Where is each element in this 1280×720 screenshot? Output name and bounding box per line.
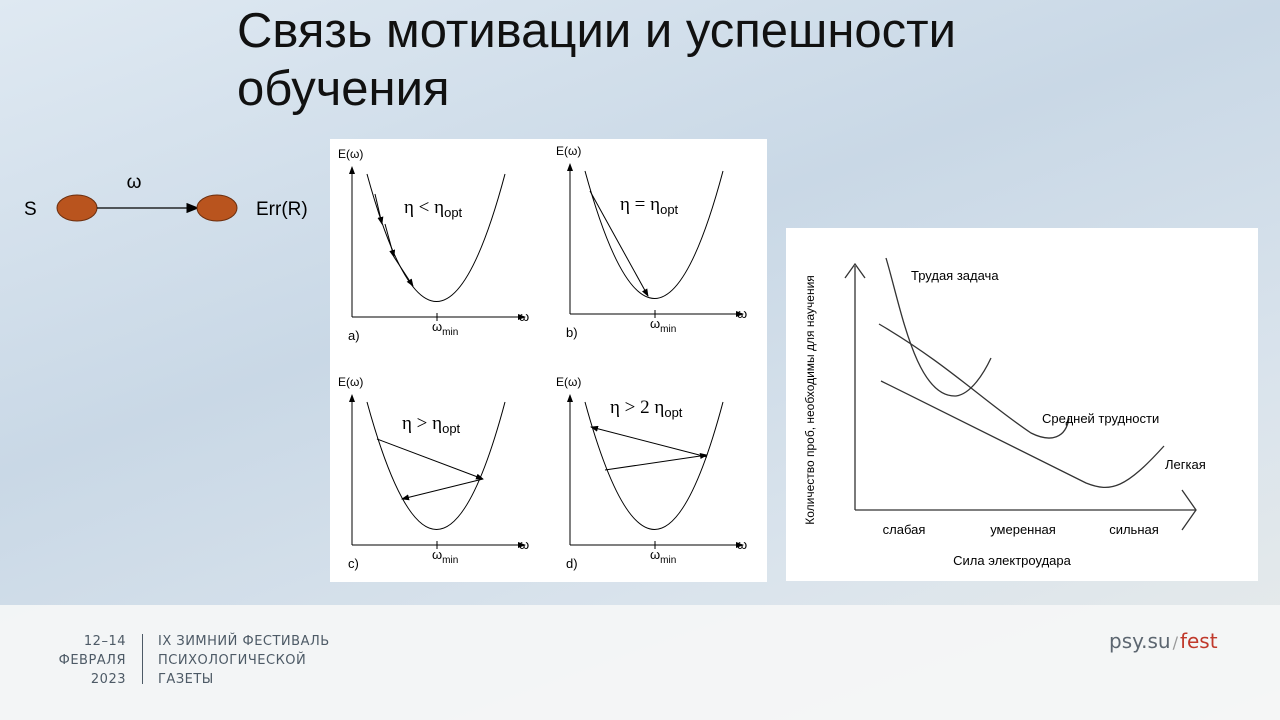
curve-label: Трудая задача [911,268,999,283]
step-arrow [384,223,396,258]
step-arrow [604,453,708,471]
x-label: ω [737,306,747,321]
x-label: ω [519,309,529,324]
condition-sub: opt [664,405,682,420]
slide-title: Связь мотивации и успешности обучения [237,4,956,116]
divider [142,634,143,684]
x-mark-sub: min [442,555,458,566]
x-mark-sub: min [660,324,676,335]
dates: 12–14 ФЕВРАЛЯ 2023 [40,632,126,689]
y-label: E(ω) [338,375,363,389]
step-arrow [374,193,384,225]
condition-main: η > η [402,413,442,434]
condition: η = ηopt [620,194,679,217]
error-curve [366,173,506,302]
scheme-target: Err(R) [256,199,308,220]
x-mark: ωmin [432,547,458,566]
scheme-source: S [24,199,37,220]
panel-letter: b) [566,325,578,340]
curve-label: Средней трудности [1042,411,1159,426]
scheme-edge: ω [127,172,142,193]
date-line: 2023 [90,672,126,687]
y-label: E(ω) [556,375,581,389]
x-mark: ωmin [432,319,458,338]
date-line: 12–14 [83,634,126,649]
yerkes-dodson-figure: Трудая задача Средней трудности Легкая с… [786,228,1258,581]
condition-main: η > 2 η [610,397,664,418]
site-logo: psy.su / fest [1109,629,1218,653]
easy-curve [880,380,1165,489]
footer: 12–14 ФЕВРАЛЯ 2023 IX ЗИМНИЙ ФЕСТИВАЛЬ П… [0,605,1280,720]
section: fest [1179,629,1218,653]
condition-sub: opt [660,202,678,217]
condition-main: η < η [404,197,444,218]
x-category: слабая [883,522,926,537]
x-mark-main: ω [432,319,442,334]
y-axis-title: Количество проб, необходимы для научения [803,275,817,525]
condition: η > ηopt [402,413,461,436]
x-mark-main: ω [650,547,660,562]
panel-letter: a) [348,328,360,343]
y-label: E(ω) [556,144,581,158]
separator: / [1172,633,1178,652]
festival-line: IX ЗИМНИЙ ФЕСТИВАЛЬ [158,634,330,649]
x-mark-sub: min [442,327,458,338]
panel-letter: c) [348,556,359,571]
step-arrow [376,438,484,480]
axis-arrow [1181,489,1197,531]
condition: η > 2 ηopt [610,397,683,420]
step-arrow [401,478,484,501]
x-mark: ωmin [650,547,676,566]
x-category: умеренная [990,522,1056,537]
x-mark-main: ω [650,316,660,331]
x-mark-main: ω [432,547,442,562]
festival-line: ПСИХОЛОГИЧЕСКОЙ [158,653,307,668]
x-category: сильная [1109,522,1159,537]
x-mark: ωmin [650,316,676,335]
x-axis-title: Сила электроудара [953,553,1071,568]
error-curve [366,401,506,530]
x-label: ω [519,537,529,552]
panel-letter: d) [566,556,578,571]
error-curve [584,170,724,299]
condition-main: η = η [620,194,660,215]
festival: IX ЗИМНИЙ ФЕСТИВАЛЬ ПСИХОЛОГИЧЕСКОЙ ГАЗЕ… [158,632,330,689]
medium-curve [878,323,1070,439]
x-mark-sub: min [660,555,676,566]
festival-line: ГАЗЕТЫ [158,672,214,687]
step-arrow [589,190,649,297]
condition-sub: opt [442,421,460,436]
node [56,194,98,222]
curve-label: Легкая [1165,457,1206,472]
axis-arrow [844,262,866,279]
x-label: ω [737,537,747,552]
hard-curve [885,257,992,397]
step-arrow [590,425,708,458]
y-label: E(ω) [338,147,363,161]
scheme: S ω Err(R) [24,172,308,222]
node [196,194,238,222]
site: psy.su [1109,629,1171,653]
condition-sub: opt [444,205,462,220]
date-line: ФЕВРАЛЯ [58,653,126,668]
condition: η < ηopt [404,197,463,220]
error-curve [584,401,724,530]
step-arrow [393,256,414,287]
